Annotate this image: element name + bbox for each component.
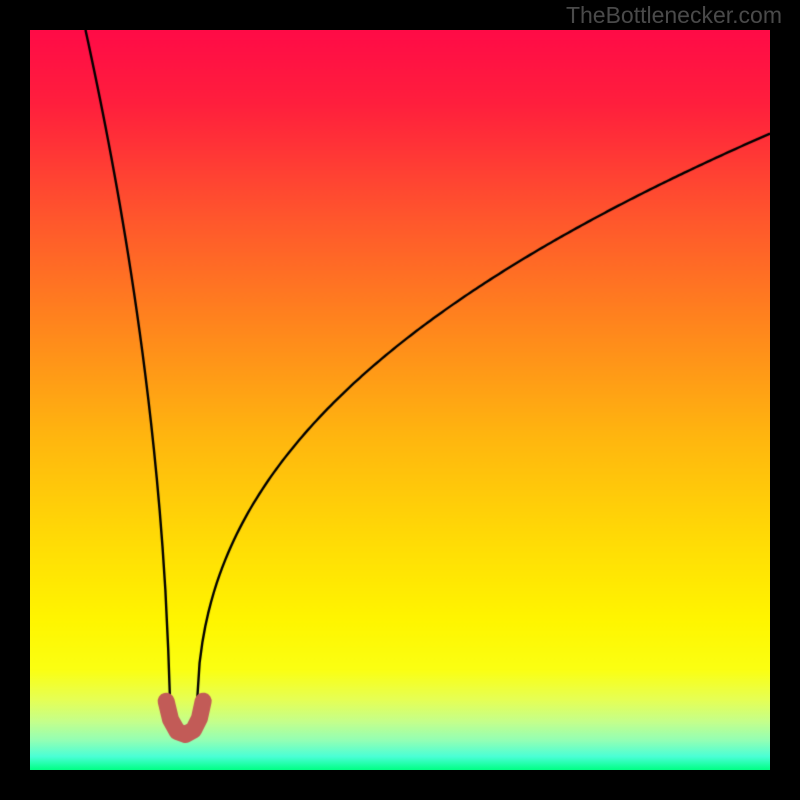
watermark-text: TheBottlenecker.com	[566, 2, 782, 29]
bottleneck-chart-canvas	[30, 30, 770, 770]
chart-stage: TheBottlenecker.com	[0, 0, 800, 800]
